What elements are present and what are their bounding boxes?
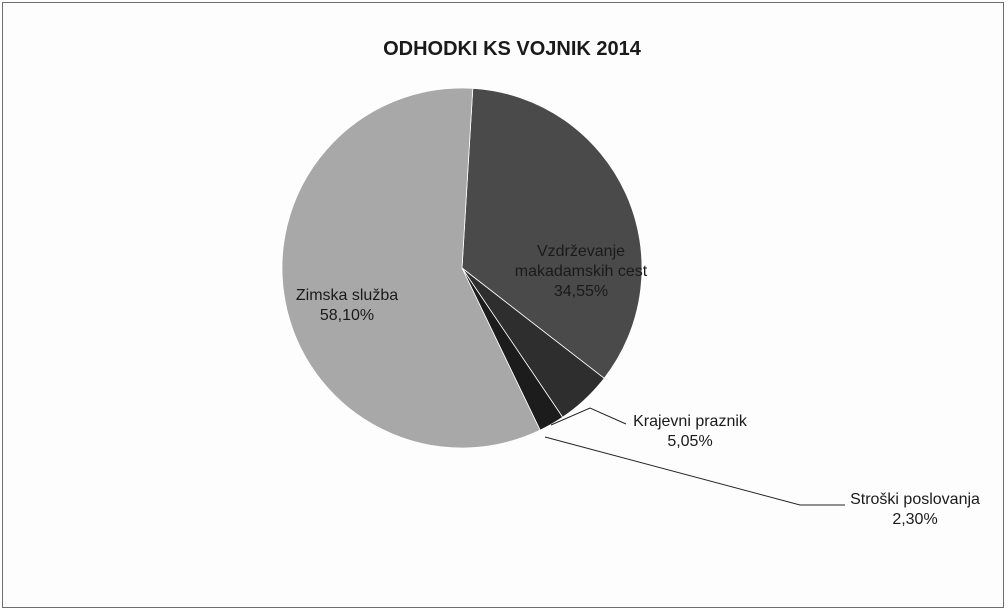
slice-name: Vzdrževanje bbox=[537, 243, 625, 260]
slice-percent: 58,10% bbox=[320, 307, 374, 324]
pie-slices bbox=[281, 87, 643, 449]
leader-line-2 bbox=[550, 407, 627, 426]
chart-title: ODHODKI KS VOJNIK 2014 bbox=[383, 38, 642, 60]
slice-name: Stroški poslovanja bbox=[850, 491, 980, 508]
slice-label-4: Zimska služba 58,10% bbox=[296, 287, 398, 324]
slice-labels: Vzdrževanje makadamskih cest 34,55% Krajevn… bbox=[296, 243, 980, 528]
slice-percent: 2,30% bbox=[892, 511, 937, 528]
slice-name: makadamskih cest bbox=[515, 263, 648, 280]
slice-percent: 5,05% bbox=[667, 433, 712, 450]
slice-label-1: Vzdrževanje makadamskih cest 34,55% bbox=[515, 243, 648, 300]
pie-slice-1 bbox=[461, 87, 643, 379]
leader-line-3 bbox=[544, 436, 845, 506]
slice-percent: 34,55% bbox=[554, 283, 608, 300]
slice-label-3: Stroški poslovanja 2,30% bbox=[850, 491, 980, 528]
pie-slice-4 bbox=[281, 87, 541, 449]
slice-label-2: Krajevni praznik 5,05% bbox=[633, 413, 748, 450]
slice-name: Zimska služba bbox=[296, 287, 398, 304]
leader-lines bbox=[544, 407, 845, 506]
slice-name: Krajevni praznik bbox=[633, 413, 748, 430]
